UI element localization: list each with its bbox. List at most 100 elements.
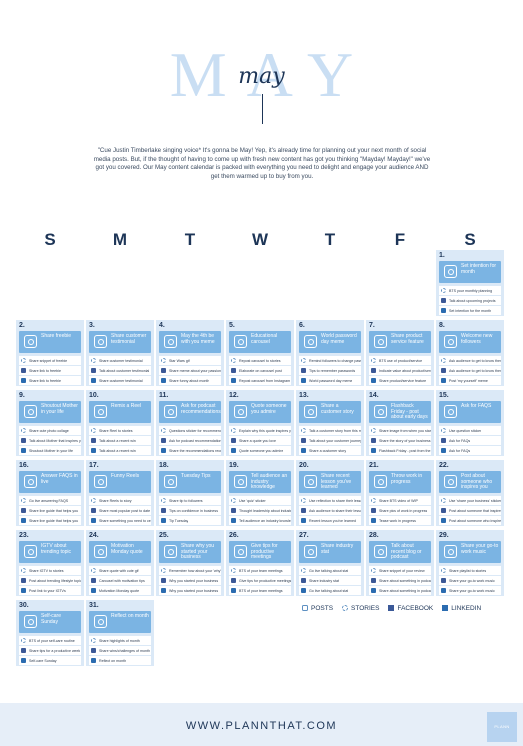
calendar-day-cell[interactable]: 4. May the 4th be with you meme Star Wars …	[156, 320, 224, 386]
calendar-day-cell[interactable]: 8. Welcome new followers Ask audience to g…	[436, 320, 504, 386]
post-idea-title: Share your go-to work music	[461, 543, 499, 555]
calendar-day-cell[interactable]: 10. Remix a Reel Share Reel to stories Talk…	[86, 390, 154, 456]
instagram-story-icon	[161, 568, 166, 573]
instagram-icon	[444, 475, 457, 488]
linkedin-icon	[371, 518, 376, 523]
channel-idea-row: Give tips for productive meetings	[229, 576, 291, 585]
day-number: 13.	[299, 392, 309, 399]
channel-idea-row: Post 'my yourself' meme	[439, 376, 501, 385]
calendar-day-cell[interactable]: 29. Share your go-to work music Share play…	[436, 530, 504, 596]
post-idea-card: Reflect on month	[89, 611, 151, 633]
channel-ideas-list: Share snippet of freebie Share link to fr…	[19, 356, 81, 386]
calendar-day-cell[interactable]: 21. Throw work in progress Share BTS video…	[366, 460, 434, 526]
post-idea-card: Motivation Monday quote	[89, 541, 151, 563]
calendar-day-cell[interactable]: 6. World password day meme Remind follower…	[296, 320, 364, 386]
channel-ideas-list: BTS use of product/service Indicate value…	[369, 356, 431, 386]
calendar-day-cell[interactable]: 30. Self-care Sunday BTS of your self-care…	[16, 600, 84, 666]
channel-idea-text: Share BTS video of WIP	[379, 498, 418, 503]
channel-ideas-list: Share IGTV to stories Post about trending…	[19, 566, 81, 596]
post-idea-card: Share customer testimonial	[89, 331, 151, 353]
calendar-day-cell[interactable]: 9. Shoutout Mother in your life Share cute…	[16, 390, 84, 456]
channel-idea-text: Share industry stat	[309, 578, 339, 583]
channel-idea-text: Share most popular post to date	[99, 508, 151, 513]
linkedin-icon	[91, 378, 96, 383]
weekday-saturday: S	[464, 230, 476, 249]
instagram-post-icon	[302, 605, 308, 611]
instagram-story-icon	[161, 498, 166, 503]
channel-idea-row: World password day meme	[299, 376, 361, 385]
calendar-day-cell[interactable]: 16. Answer FAQS in live Go live answering …	[16, 460, 84, 526]
day-number: 15.	[439, 392, 449, 399]
channel-idea-row: Repost carousel to stories	[229, 356, 291, 365]
calendar-day-cell[interactable]: 22. Post about someone who inspires you Us…	[436, 460, 504, 526]
day-number: 8.	[439, 322, 445, 329]
channel-ideas-list: Share snippet of your review Share about …	[369, 566, 431, 596]
calendar-day-cell[interactable]: 2. Share freebie Share snippet of freebie S…	[16, 320, 84, 386]
calendar-day-cell[interactable]: 14. Flashback Friday - post about early d…	[366, 390, 434, 456]
calendar-day-cell[interactable]: 18. Tuesday Tips Share tip to followers Tip…	[156, 460, 224, 526]
calendar-day-cell[interactable]: 24. Motivation Monday quote Share quote wi…	[86, 530, 154, 596]
instagram-story-icon	[371, 498, 376, 503]
channel-idea-text: Reflect on month	[99, 658, 127, 663]
instagram-story-icon	[231, 358, 236, 363]
post-idea-title: Funny Reels	[111, 473, 140, 479]
calendar-day-cell[interactable]: 27. Share industry stat Go live talking ab…	[296, 530, 364, 596]
channel-idea-row: Share playlist to stories	[439, 566, 501, 575]
calendar-day-cell[interactable]: 7. Share product service feature BTS use o…	[366, 320, 434, 386]
channel-idea-text: Use question sticker	[449, 428, 482, 433]
channel-idea-row: Ask audience to get to know them	[439, 356, 501, 365]
channel-idea-row: Elaborate on carousel post	[229, 366, 291, 375]
channel-idea-row: Tips to remember passwords	[299, 366, 361, 375]
calendar-day-cell[interactable]: 23. IGTV about trending topic Share IGTV t…	[16, 530, 84, 596]
channel-idea-row: Set intention for the month	[439, 306, 501, 315]
channel-idea-text: Go live talking about stat	[309, 588, 349, 593]
instagram-story-icon	[231, 568, 236, 573]
post-idea-title: Give tips for productive meetings	[251, 543, 278, 561]
channel-idea-row: Share your go-to work music	[439, 586, 501, 595]
calendar-day-cell[interactable]: 17. Funny Reels Share Reels to story Share …	[86, 460, 154, 526]
channel-idea-text: Post link to your IGTVs	[29, 588, 66, 593]
post-idea-card: Educational carousel	[229, 331, 291, 353]
calendar-day-cell[interactable]: 26. Give tips for productive meetings BTS …	[226, 530, 294, 596]
day-number: 20.	[299, 462, 309, 469]
channel-idea-row: Why you started your business	[159, 586, 221, 595]
footer-url-link[interactable]: WWW.PLANNTHAT.COM	[185, 720, 338, 732]
calendar-day-cell[interactable]: 31. Reflect on month Share highlights of m…	[86, 600, 154, 666]
linkedin-icon	[441, 378, 446, 383]
calendar-day-cell[interactable]: 15. Ask for FAQS Use question sticker Ask f…	[436, 390, 504, 456]
channel-idea-row: Tips on confidence in business	[159, 506, 221, 515]
channel-idea-row: Shoutout Mother in your life	[19, 446, 81, 455]
post-idea-title: Welcome new followers	[461, 333, 493, 345]
calendar-day-cell[interactable]: 13. Share a customer story Talk a customer…	[296, 390, 364, 456]
weekday-thursday: T	[324, 230, 336, 249]
channel-idea-row: Talk about customer testimonial	[89, 366, 151, 375]
linkedin-icon	[91, 518, 96, 523]
instagram-icon	[94, 405, 107, 418]
calendar-day-cell[interactable]: 1. Set intention for month BTS your monthl…	[436, 250, 504, 316]
channel-idea-row: Recent lesson you've learned	[299, 516, 361, 525]
calendar-day-cell[interactable]: 3. Share customer testimonial Share custom…	[86, 320, 154, 386]
calendar-day-cell[interactable]: 20. Share recent lesson you've learned Use…	[296, 460, 364, 526]
calendar-day-cell[interactable]: 12. Quote someone you admire Explain why t…	[226, 390, 294, 456]
channel-idea-text: Post about someone that inspires you	[449, 508, 501, 513]
channel-idea-row: Share Reels to story	[89, 496, 151, 505]
channel-idea-row: Share live guide that helps you	[19, 516, 81, 525]
post-idea-title: Self-care Sunday	[41, 613, 62, 625]
calendar-day-cell[interactable]: 28. Talk about recent blog or podcast Shar…	[366, 530, 434, 596]
post-idea-card: Throw work in progress	[369, 471, 431, 493]
channel-idea-text: Recent lesson you've learned	[309, 518, 357, 523]
calendar-day-cell[interactable]: 11. Ask for podcast recommendations Questi…	[156, 390, 224, 456]
instagram-icon	[304, 475, 317, 488]
instagram-icon	[24, 475, 37, 488]
channel-idea-row: Carousel with motivation tips	[89, 576, 151, 585]
calendar-day-cell[interactable]: 5. Educational carousel Repost carousel to…	[226, 320, 294, 386]
channel-idea-row: Tease work in progress	[369, 516, 431, 525]
instagram-story-icon	[301, 568, 306, 573]
linkedin-icon	[91, 658, 96, 663]
post-idea-title: Educational carousel	[251, 333, 278, 345]
day-number: 6.	[299, 322, 305, 329]
calendar-day-cell[interactable]: 25. Share why you started your business Re…	[156, 530, 224, 596]
instagram-story-icon	[301, 428, 306, 433]
post-idea-card: Ask for podcast recommendations	[159, 401, 221, 423]
calendar-day-cell[interactable]: 19. Tell audience an industry knowledge Us…	[226, 460, 294, 526]
